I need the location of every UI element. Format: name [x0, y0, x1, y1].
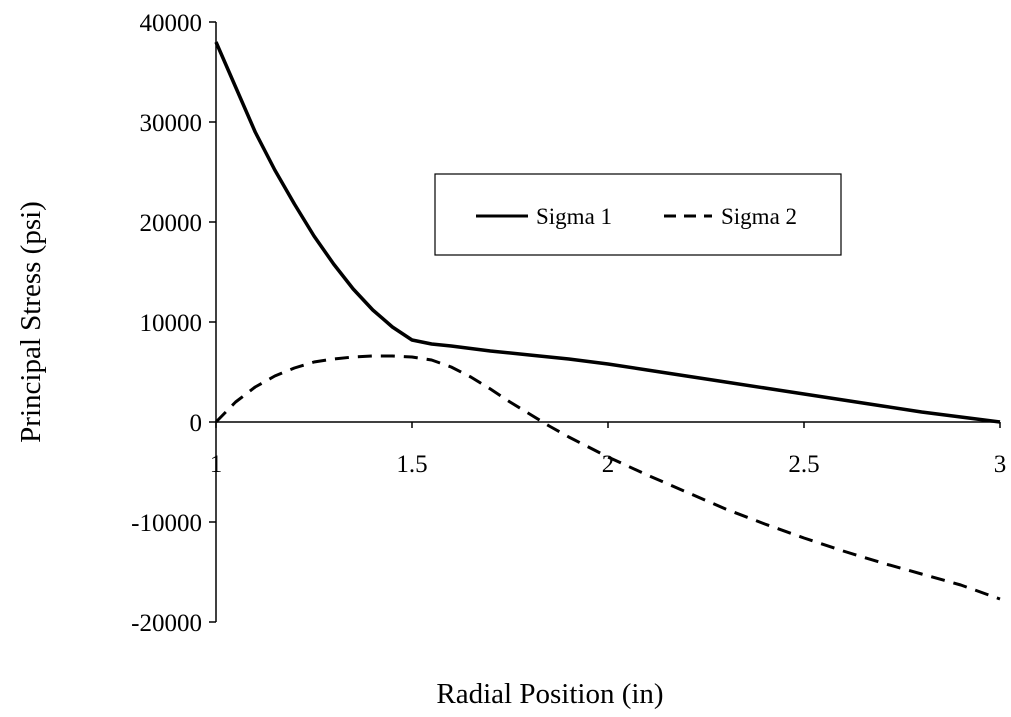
y-tick-label: 0 [190, 410, 203, 437]
y-axis: 40000 30000 20000 10000 0 -10000 -20000 [131, 10, 217, 637]
y-tick-label: 20000 [140, 210, 203, 237]
series-line-sigma-2 [214, 354, 1001, 601]
y-tick-label: -10000 [131, 510, 202, 537]
y-tick-label: 30000 [140, 110, 203, 137]
y-tick-label: -20000 [131, 610, 202, 637]
y-axis-title: Principal Stress (psi) [15, 201, 47, 443]
y-tick-label: 40000 [140, 10, 203, 37]
x-tick-label: 3 [994, 451, 1007, 478]
legend-label-sigma-1: Sigma 1 [536, 204, 612, 229]
legend-label-sigma-2: Sigma 2 [721, 204, 797, 229]
x-tick-label: 1.5 [396, 451, 427, 478]
y-tick-label: 10000 [140, 310, 203, 337]
x-tick-label: 2.5 [788, 451, 819, 478]
x-axis: 1 1.5 2 2.5 3 [210, 421, 1007, 478]
legend: Sigma 1 Sigma 2 [434, 173, 842, 256]
x-axis-title: Radial Position (in) [436, 678, 663, 710]
x-tick-label: 1 [210, 451, 223, 478]
series-line-sigma-1 [214, 41, 1001, 424]
series-layer [214, 41, 1001, 601]
x-tick-label: 2 [602, 451, 615, 478]
